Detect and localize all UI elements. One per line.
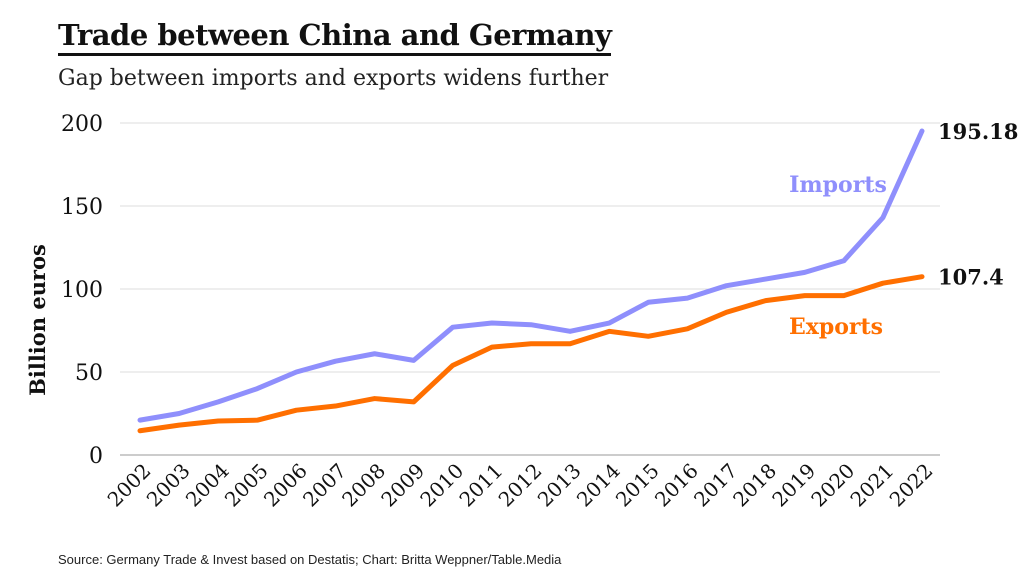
x-tick-label: 2006 xyxy=(259,459,312,512)
y-tick-label: 150 xyxy=(61,195,103,220)
chart-subtitle: Gap between imports and exports widens f… xyxy=(58,66,609,91)
x-tick-label: 2009 xyxy=(376,459,429,512)
x-tick-label: 2015 xyxy=(611,459,664,512)
y-tick-label: 200 xyxy=(61,112,103,137)
x-tick-label: 2016 xyxy=(650,459,703,512)
x-tick-label: 2013 xyxy=(533,459,586,512)
x-tick-label: 2019 xyxy=(767,459,820,512)
x-tick-label: 2007 xyxy=(298,459,351,512)
x-tick-label: 2003 xyxy=(142,459,195,512)
chart-title: Trade between China and Germany xyxy=(58,18,612,56)
y-tick-label: 0 xyxy=(89,444,103,469)
x-tick-label: 2012 xyxy=(494,459,547,512)
y-tick-label: 50 xyxy=(75,361,103,386)
series-label-exports: Exports xyxy=(789,314,883,340)
source-note: Source: Germany Trade & Invest based on … xyxy=(58,552,562,567)
x-tick-label: 2002 xyxy=(103,459,156,512)
x-tick-label: 2005 xyxy=(220,459,273,512)
x-tick-label: 2010 xyxy=(415,459,468,512)
y-tick-label: 100 xyxy=(61,278,103,303)
series-line-exports xyxy=(137,274,925,434)
x-tick-label: 2021 xyxy=(845,459,898,512)
x-tick-label: 2008 xyxy=(337,459,390,512)
end-value-label: 195.18 xyxy=(938,119,1018,144)
x-tick-label: 2014 xyxy=(572,459,625,512)
x-tick-label: 2004 xyxy=(181,459,234,512)
series-label-imports: Imports xyxy=(789,172,887,198)
x-tick-label: 2017 xyxy=(689,459,742,512)
x-tick-label: 2020 xyxy=(806,459,859,512)
x-tick-label: 2018 xyxy=(728,459,781,512)
end-value-label: 107.4 xyxy=(938,265,1004,290)
x-tick-label: 2022 xyxy=(885,459,938,512)
x-tick-label: 2011 xyxy=(454,459,507,512)
y-axis-label: Billion euros xyxy=(25,244,50,396)
